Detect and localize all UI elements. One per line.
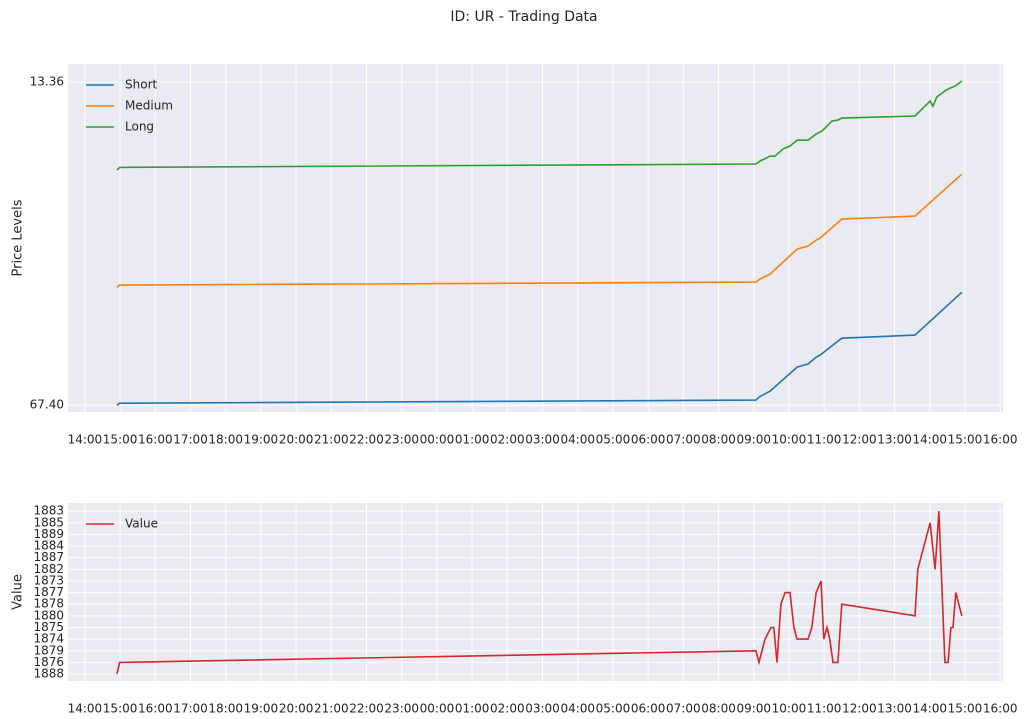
x-tick-label: 08:00 — [701, 433, 736, 447]
x-tick-label: 16:00 — [138, 433, 173, 447]
x-tick-label: 16:00 — [138, 702, 173, 716]
legend: Value — [86, 517, 158, 531]
x-tick-label: 00:00 — [420, 702, 455, 716]
x-tick-label: 21:00 — [314, 433, 349, 447]
x-tick-label: 09:00 — [736, 433, 771, 447]
legend: Short Medium Long — [86, 78, 173, 134]
data-line — [116, 291, 963, 406]
plot-background — [68, 64, 1003, 412]
x-tick-label: 07:00 — [666, 433, 701, 447]
data-line — [116, 511, 963, 675]
x-tick-label: 13:00 — [877, 702, 912, 716]
x-tick-label: 23:00 — [384, 702, 419, 716]
x-tick-label: 17:00 — [173, 702, 208, 716]
x-tick-label: 23:00 — [384, 433, 419, 447]
x-tick-label: 01:00 — [455, 433, 490, 447]
x-tick-label: 14:00 — [912, 702, 947, 716]
x-tick-label: 20:00 — [279, 433, 314, 447]
legend-label: Long — [125, 120, 154, 134]
y-tick-label: 67.40 — [30, 398, 64, 412]
x-tick-label: 06:00 — [631, 433, 666, 447]
y-tick-label: 1879 — [33, 643, 64, 657]
x-tick-label: 06:00 — [631, 702, 666, 716]
y-tick-label: 1889 — [33, 527, 64, 541]
x-tick-label: 09:00 — [736, 702, 771, 716]
x-tick-label: 02:00 — [490, 433, 525, 447]
x-tick-label: 02:00 — [490, 702, 525, 716]
x-tick-label: 14:00 — [912, 433, 947, 447]
y-tick-label: 1874 — [33, 632, 64, 646]
y-tick-label: 1882 — [33, 562, 64, 576]
x-tick-label: 15:00 — [103, 702, 138, 716]
x-tick-label: 21:00 — [314, 702, 349, 716]
y-tick-label: 1888 — [33, 667, 64, 681]
x-tick-label: 05:00 — [596, 702, 631, 716]
x-tick-label: 22:00 — [349, 433, 384, 447]
x-tick-label: 03:00 — [525, 433, 560, 447]
x-tick-label: 11:00 — [807, 702, 842, 716]
x-tick-label: 15:00 — [103, 433, 138, 447]
y-tick-label: 1883 — [33, 504, 64, 518]
y-tick-label: 1877 — [33, 585, 64, 599]
chart-panel: 14:00 15:00 16:00 17:00 18:00 19:00 20:00 21:00… — [11, 503, 1018, 716]
x-tick-label: 00:00 — [420, 433, 455, 447]
legend-label: Value — [125, 517, 158, 531]
x-tick-label: 07:00 — [666, 702, 701, 716]
x-tick-label: 15:00 — [948, 702, 983, 716]
y-tick-label: 1880 — [33, 608, 64, 622]
x-tick-label: 04:00 — [560, 702, 595, 716]
x-tick-label: 16:00 — [983, 433, 1018, 447]
y-tick-label: 1884 — [33, 539, 64, 553]
x-tick-label: 16:00 — [983, 702, 1018, 716]
x-tick-label: 22:00 — [349, 702, 384, 716]
y-tick-label: 1887 — [33, 550, 64, 564]
x-tick-label: 08:00 — [701, 702, 736, 716]
x-tick-label: 12:00 — [842, 433, 877, 447]
x-tick-label: 11:00 — [807, 433, 842, 447]
x-tick-label: 10:00 — [772, 702, 807, 716]
x-tick-label: 18:00 — [208, 702, 243, 716]
legend-label: Medium — [125, 99, 173, 113]
y-tick-label: 1878 — [33, 597, 64, 611]
chart-panel: 14:00 15:00 16:00 17:00 18:00 19:00 20:00 21:00… — [11, 64, 1018, 447]
y-axis-label: Price Levels — [11, 199, 26, 276]
x-tick-label: 14:00 — [68, 702, 103, 716]
x-tick-label: 01:00 — [455, 702, 490, 716]
x-tick-label: 19:00 — [244, 702, 279, 716]
legend-label: Short — [125, 78, 157, 92]
y-tick-label: 1885 — [33, 515, 64, 529]
y-tick-label: 1873 — [33, 573, 64, 587]
x-tick-label: 10:00 — [772, 433, 807, 447]
data-line — [116, 80, 963, 171]
plot-background — [68, 503, 1003, 681]
figure-title: ID: UR - Trading Data — [450, 9, 597, 25]
x-tick-label: 19:00 — [244, 433, 279, 447]
y-tick-label: 1876 — [33, 655, 64, 669]
x-tick-label: 13:00 — [877, 433, 912, 447]
x-tick-label: 12:00 — [842, 702, 877, 716]
x-tick-label: 05:00 — [596, 433, 631, 447]
x-tick-label: 14:00 — [68, 433, 103, 447]
y-tick-label: 1875 — [33, 620, 64, 634]
y-axis-label: Value — [11, 574, 26, 610]
x-tick-label: 04:00 — [560, 433, 595, 447]
data-line — [116, 173, 963, 288]
x-tick-label: 20:00 — [279, 702, 314, 716]
x-tick-label: 17:00 — [173, 433, 208, 447]
x-tick-label: 03:00 — [525, 702, 560, 716]
x-tick-label: 18:00 — [208, 433, 243, 447]
x-tick-label: 15:00 — [948, 433, 983, 447]
y-tick-label: 13.36 — [30, 75, 64, 89]
